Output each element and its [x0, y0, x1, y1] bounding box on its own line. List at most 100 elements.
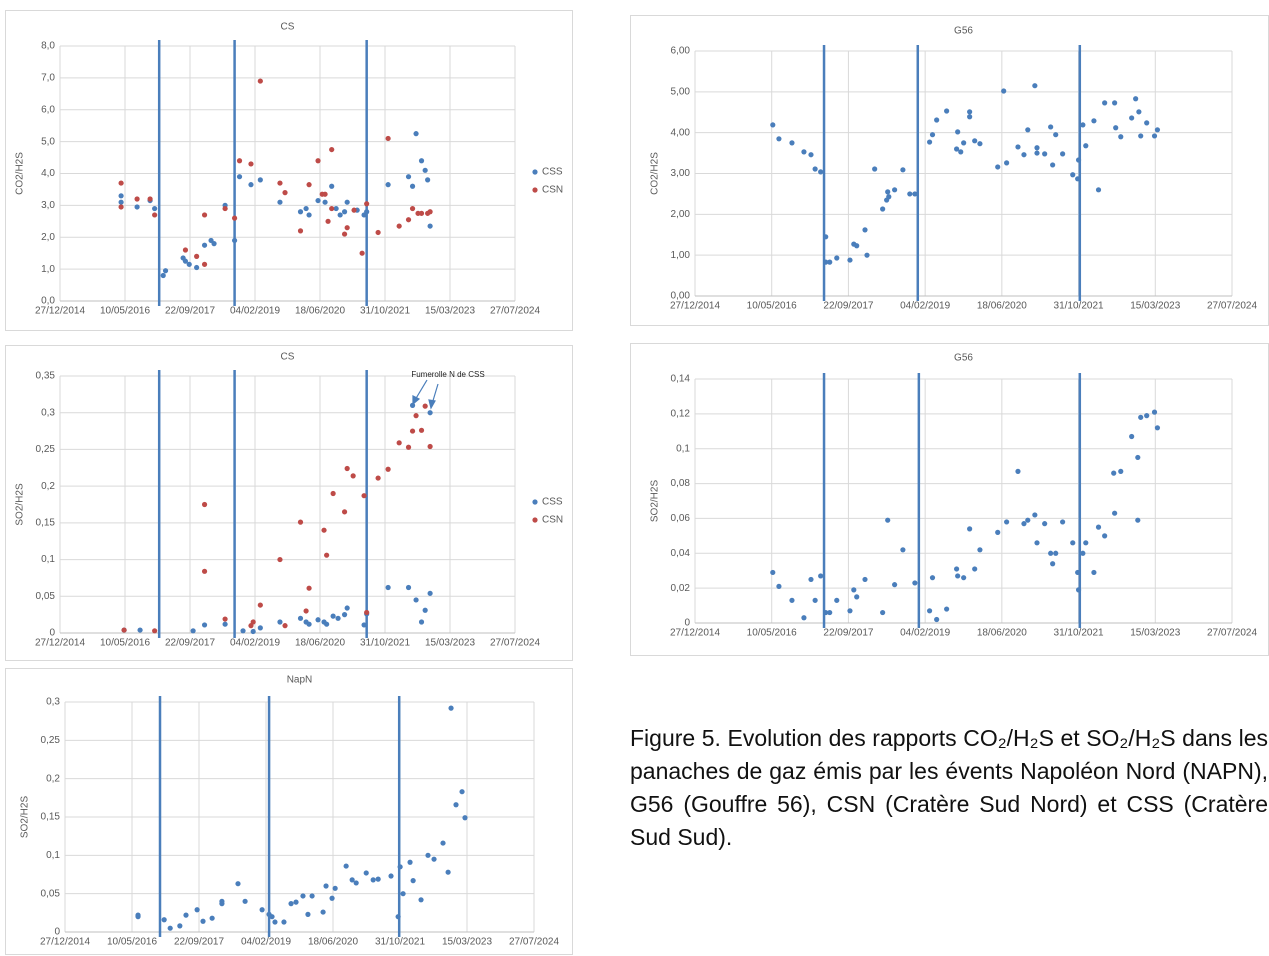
x-tick-label: 04/02/2019: [900, 628, 950, 639]
data-point: [1112, 100, 1118, 106]
data-point: [277, 556, 283, 563]
y-axis-title: SO2/H2S: [20, 796, 31, 839]
y-tick-label: 5,00: [671, 86, 691, 97]
data-point: [1144, 120, 1150, 126]
data-point: [1154, 127, 1161, 133]
data-point: [812, 597, 818, 603]
data-point: [413, 131, 419, 137]
data-point: [118, 204, 124, 210]
data-point: [462, 815, 468, 821]
data-point: [186, 261, 192, 267]
data-point: [272, 919, 278, 925]
data-point: [200, 918, 206, 924]
data-point: [288, 901, 294, 907]
x-tick-label: 27/07/2024: [1207, 628, 1257, 639]
data-point: [135, 914, 141, 920]
data-point: [405, 444, 412, 450]
y-tick-label: 1,0: [41, 264, 55, 275]
data-point: [182, 247, 189, 253]
data-point: [315, 617, 321, 623]
data-point: [201, 212, 208, 218]
data-point: [958, 149, 964, 155]
data-point: [329, 146, 335, 153]
y-axis-title: CO2/H2S: [15, 152, 26, 195]
data-point: [926, 139, 933, 145]
data-point: [177, 923, 183, 929]
x-tick-label: 18/06/2020: [977, 628, 1027, 639]
data-point: [422, 607, 428, 613]
data-point: [418, 427, 425, 433]
chart-title: G56: [954, 353, 973, 364]
x-tick-label: 27/07/2024: [509, 937, 559, 948]
x-tick-label: 15/03/2023: [425, 638, 475, 649]
data-point: [847, 608, 853, 614]
data-point: [892, 187, 898, 193]
data-point: [934, 616, 940, 623]
data-point: [977, 547, 983, 553]
legend-label: CSN: [542, 515, 563, 526]
data-point: [1138, 133, 1144, 139]
y-tick-label: 0,2: [41, 481, 55, 492]
data-point: [967, 114, 973, 120]
data-point: [967, 526, 973, 532]
data-point: [418, 897, 424, 903]
data-point: [1135, 454, 1141, 461]
data-point: [1091, 569, 1097, 576]
data-point: [330, 490, 336, 497]
data-point: [440, 840, 446, 846]
y-tick-label: 0,25: [36, 444, 56, 455]
data-point: [1053, 550, 1059, 556]
data-point: [341, 231, 348, 237]
data-point: [448, 705, 454, 711]
data-point: [161, 917, 167, 923]
data-point: [1060, 151, 1066, 157]
data-point: [306, 182, 312, 188]
data-point: [977, 141, 983, 147]
chart-frame: [630, 343, 1269, 656]
data-point: [1151, 133, 1158, 139]
data-point: [1021, 521, 1027, 527]
data-point: [201, 501, 208, 508]
data-point: [152, 628, 158, 634]
chart-frame: [630, 15, 1269, 326]
data-point: [872, 166, 878, 172]
y-tick-label: 2,0: [41, 232, 55, 243]
data-point: [349, 877, 355, 883]
data-point: [341, 509, 348, 515]
data-point: [1042, 151, 1048, 157]
data-point: [823, 234, 829, 240]
data-point: [282, 190, 288, 196]
data-point: [194, 264, 200, 271]
data-point: [405, 217, 412, 223]
data-point: [257, 625, 263, 631]
data-point: [335, 615, 341, 621]
data-point: [1144, 413, 1150, 419]
data-point: [297, 228, 304, 234]
data-point: [329, 895, 335, 901]
y-tick-label: 0: [54, 927, 60, 938]
x-tick-label: 22/09/2017: [165, 306, 215, 317]
data-point: [405, 174, 412, 180]
data-point: [375, 475, 381, 481]
data-point: [1118, 134, 1124, 140]
data-point: [1102, 100, 1108, 106]
data-point: [211, 241, 217, 247]
data-point: [1091, 118, 1097, 124]
x-tick-label: 27/07/2024: [490, 638, 540, 649]
data-point: [418, 158, 425, 164]
annotation: Fumerolle N de CSS: [411, 370, 484, 379]
x-tick-label: 10/05/2016: [100, 306, 150, 317]
data-point: [823, 259, 829, 265]
data-point: [121, 627, 127, 633]
data-point: [257, 602, 263, 608]
x-tick-label: 22/09/2017: [823, 628, 873, 639]
data-point: [350, 473, 356, 479]
data-point: [808, 152, 814, 158]
data-point: [231, 237, 238, 244]
data-point: [1113, 125, 1119, 131]
data-point: [322, 191, 328, 197]
data-point: [912, 580, 918, 586]
y-tick-label: 0,3: [46, 697, 60, 708]
y-tick-label: 0,2: [46, 773, 60, 784]
x-tick-label: 31/10/2021: [360, 306, 410, 317]
